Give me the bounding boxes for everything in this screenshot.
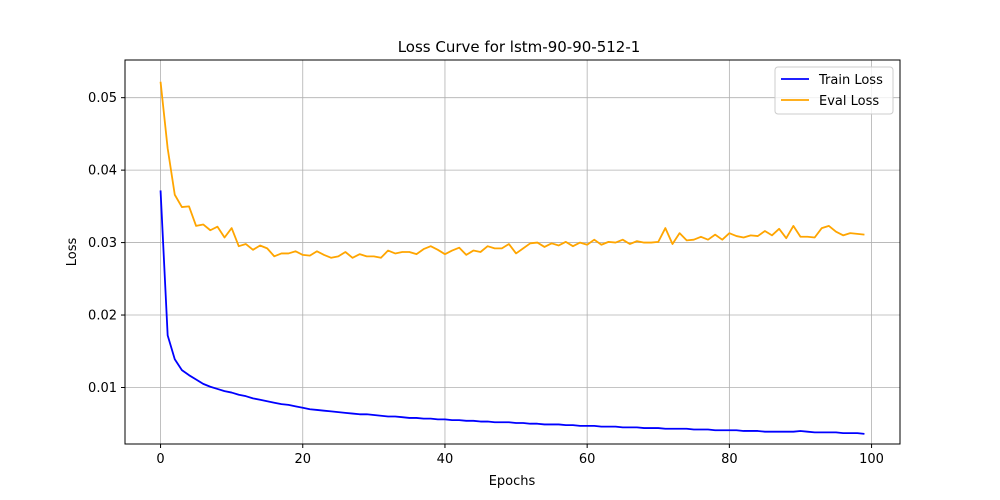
y-tick-label: 0.02	[88, 309, 117, 324]
y-tick-label: 0.04	[88, 164, 117, 179]
x-tick-label: 60	[579, 452, 596, 467]
x-axis-label: Epochs	[489, 474, 536, 489]
x-tick-label: 20	[294, 452, 311, 467]
y-tick-label: 0.01	[88, 381, 117, 396]
x-tick-label: 40	[437, 452, 454, 467]
grid-lines	[125, 60, 900, 444]
x-axis-ticks: 0 20 40 60 80 100	[156, 444, 884, 467]
legend: Train Loss Eval Loss	[774, 66, 894, 115]
y-axis-ticks: 0.01 0.02 0.03 0.04 0.05	[88, 91, 125, 396]
plot-frame	[124, 59, 901, 445]
legend-label-eval-loss: Eval Loss	[819, 94, 879, 109]
y-tick-label: 0.05	[88, 91, 117, 106]
x-tick-label: 80	[721, 452, 738, 467]
eval-loss-line	[159, 81, 865, 259]
series-layer	[159, 81, 865, 435]
y-tick-label: 0.03	[88, 236, 117, 251]
legend-label-train-loss: Train Loss	[818, 73, 883, 88]
train-loss-line	[159, 190, 865, 435]
y-axis-label: Loss	[65, 238, 80, 267]
x-tick-label: 100	[859, 452, 884, 467]
x-tick-label: 0	[156, 452, 164, 467]
chart-title: Loss Curve for lstm-90-90-512-1	[398, 38, 641, 56]
